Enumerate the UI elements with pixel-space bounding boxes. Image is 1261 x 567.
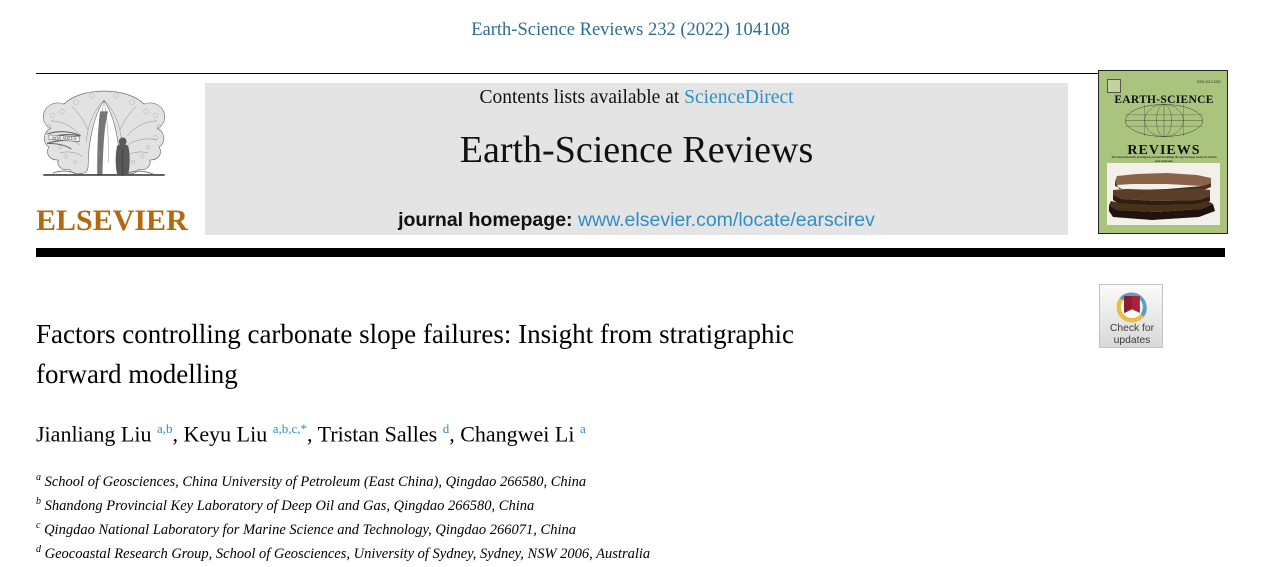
svg-text:NON SOLUS: NON SOLUS: [51, 137, 77, 142]
